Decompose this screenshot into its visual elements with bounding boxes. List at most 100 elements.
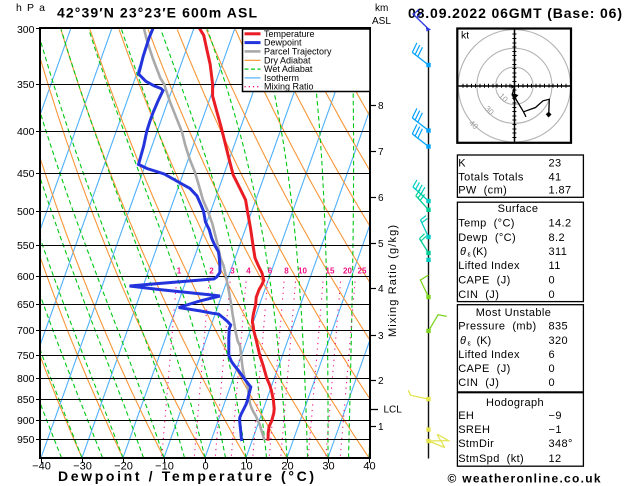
svg-text:−1: −1 xyxy=(549,424,562,436)
svg-text:42°39′N 23°23′E 600m ASL: 42°39′N 23°23′E 600m ASL xyxy=(57,5,257,21)
svg-text:25: 25 xyxy=(358,267,367,276)
svg-text:600: 600 xyxy=(17,271,35,283)
svg-text:1: 1 xyxy=(177,267,182,276)
svg-text:41: 41 xyxy=(549,172,562,184)
svg-text:CAPE (J): CAPE (J) xyxy=(458,275,511,287)
svg-text:Isotherm: Isotherm xyxy=(264,73,299,83)
svg-text:311: 311 xyxy=(549,246,568,258)
svg-text:6: 6 xyxy=(549,349,556,361)
svg-text:hPa: hPa xyxy=(16,2,45,14)
svg-text:LCL: LCL xyxy=(384,405,403,416)
svg-text:900: 900 xyxy=(17,415,35,427)
svg-text:ε: ε xyxy=(468,339,472,348)
svg-text:CIN (J): CIN (J) xyxy=(458,377,499,389)
svg-text:Surface: Surface xyxy=(498,203,539,215)
svg-text:Hodograph: Hodograph xyxy=(486,397,544,409)
svg-text:8: 8 xyxy=(378,101,384,112)
svg-text:4: 4 xyxy=(378,284,384,295)
svg-text:−10: −10 xyxy=(155,461,174,473)
svg-text:Parcel Trajectory: Parcel Trajectory xyxy=(264,46,332,56)
svg-text:300: 300 xyxy=(17,24,35,36)
svg-text:11: 11 xyxy=(549,260,561,272)
svg-text:0: 0 xyxy=(549,377,556,389)
svg-text:(K): (K) xyxy=(473,246,488,258)
svg-text:Dewpoint / Temperature (°C): Dewpoint / Temperature (°C) xyxy=(58,468,314,484)
svg-text:Temp (°C): Temp (°C) xyxy=(458,217,515,229)
svg-text:Mixing Ratio (g/kg): Mixing Ratio (g/kg) xyxy=(387,225,399,337)
svg-text:−20: −20 xyxy=(114,461,133,473)
svg-text:14.2: 14.2 xyxy=(549,217,572,229)
svg-text:750: 750 xyxy=(17,350,35,362)
svg-text:1: 1 xyxy=(378,422,384,433)
svg-text:23: 23 xyxy=(549,158,562,170)
svg-text:Most Unstable: Most Unstable xyxy=(476,307,552,319)
svg-text:CIN (J): CIN (J) xyxy=(458,289,499,301)
svg-text:km: km xyxy=(375,3,388,14)
svg-text:500: 500 xyxy=(17,206,35,218)
svg-text:StmSpd (kt): StmSpd (kt) xyxy=(458,453,524,465)
svg-text:08.09.2022 06GMT (Base: 06): 08.09.2022 06GMT (Base: 06) xyxy=(408,5,622,21)
svg-text:12: 12 xyxy=(549,453,562,465)
svg-text:6: 6 xyxy=(268,267,273,276)
svg-text:7: 7 xyxy=(378,147,384,158)
svg-text:3: 3 xyxy=(230,267,235,276)
svg-text:320: 320 xyxy=(549,335,569,347)
svg-text:450: 450 xyxy=(17,168,35,180)
svg-text:20: 20 xyxy=(281,461,293,473)
svg-text:θ: θ xyxy=(460,246,466,258)
svg-text:850: 850 xyxy=(17,394,35,406)
svg-text:0: 0 xyxy=(549,289,556,301)
svg-text:Temperature: Temperature xyxy=(264,29,315,39)
svg-text:θ: θ xyxy=(460,335,466,347)
svg-text:SREH: SREH xyxy=(458,424,490,436)
svg-text:4: 4 xyxy=(246,267,251,276)
svg-text:10: 10 xyxy=(298,267,307,276)
svg-text:(K): (K) xyxy=(477,335,492,347)
svg-text:0: 0 xyxy=(549,275,556,287)
svg-text:ASL: ASL xyxy=(372,16,391,27)
svg-text:8: 8 xyxy=(284,267,289,276)
svg-text:CAPE (J): CAPE (J) xyxy=(458,363,511,375)
svg-text:Dewpoint: Dewpoint xyxy=(264,38,302,48)
svg-text:348°: 348° xyxy=(549,438,573,450)
svg-text:0: 0 xyxy=(549,363,556,375)
svg-text:Dry Adiabat: Dry Adiabat xyxy=(264,55,311,65)
svg-text:EH: EH xyxy=(458,410,474,422)
svg-text:Totals Totals: Totals Totals xyxy=(458,172,524,184)
svg-text:15: 15 xyxy=(326,267,335,276)
svg-text:650: 650 xyxy=(17,299,35,311)
svg-text:6: 6 xyxy=(378,193,384,204)
svg-text:20: 20 xyxy=(343,267,352,276)
svg-text:kt: kt xyxy=(461,30,469,42)
svg-text:Pressure (mb): Pressure (mb) xyxy=(458,321,536,333)
svg-text:700: 700 xyxy=(17,325,35,337)
svg-text:PW (cm): PW (cm) xyxy=(458,185,507,197)
svg-text:30: 30 xyxy=(322,461,334,473)
svg-text:2: 2 xyxy=(378,376,384,387)
svg-text:835: 835 xyxy=(549,321,569,333)
svg-text:© weatheronline.co.uk: © weatheronline.co.uk xyxy=(448,472,601,486)
svg-text:1.87: 1.87 xyxy=(549,185,572,197)
svg-text:Lifted Index: Lifted Index xyxy=(458,260,520,272)
svg-text:0: 0 xyxy=(202,461,208,473)
svg-text:2: 2 xyxy=(209,267,214,276)
svg-text:Lifted Index: Lifted Index xyxy=(458,349,520,361)
svg-text:StmDir: StmDir xyxy=(458,438,494,450)
svg-text:350: 350 xyxy=(17,79,35,91)
svg-text:800: 800 xyxy=(17,373,35,385)
svg-text:400: 400 xyxy=(17,126,35,138)
svg-text:5: 5 xyxy=(378,239,384,250)
svg-text:−40: −40 xyxy=(32,461,51,473)
svg-text:−9: −9 xyxy=(549,410,562,422)
svg-text:ε: ε xyxy=(468,250,472,259)
svg-text:Mixing Ratio: Mixing Ratio xyxy=(264,82,314,92)
svg-text:8.2: 8.2 xyxy=(549,232,566,244)
svg-text:40: 40 xyxy=(363,461,375,473)
svg-text:Wet Adiabat: Wet Adiabat xyxy=(264,64,313,74)
svg-text:10: 10 xyxy=(240,461,252,473)
svg-text:Dewp (°C): Dewp (°C) xyxy=(458,232,516,244)
svg-text:K: K xyxy=(458,158,466,170)
svg-text:550: 550 xyxy=(17,240,35,252)
svg-text:950: 950 xyxy=(17,434,35,446)
svg-text:3: 3 xyxy=(378,331,384,342)
